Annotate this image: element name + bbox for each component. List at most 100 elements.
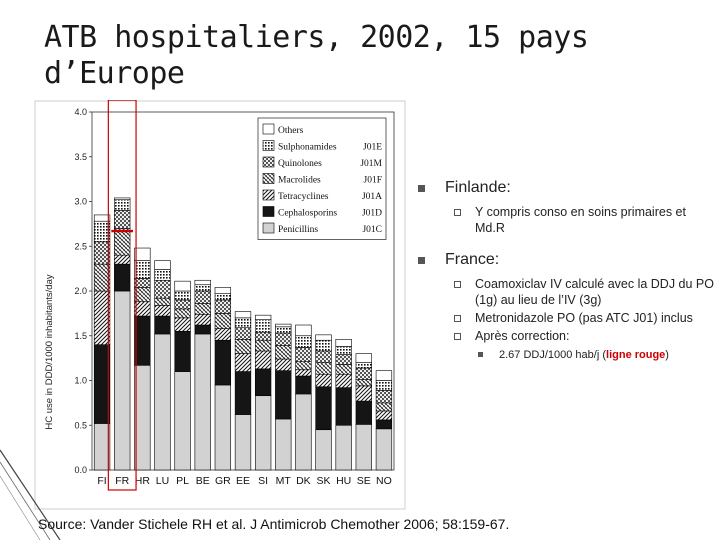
bar-segment-pen-hu <box>335 424 352 471</box>
bar-segment-tet-sk <box>315 373 332 388</box>
bar-segment-quin-hu <box>335 354 352 365</box>
bar-segment-ceph-se <box>355 400 372 425</box>
bar-segment-sulph-ee <box>234 317 252 328</box>
bar-segment-pen-sk <box>315 429 332 471</box>
bar-segment-tet-hr <box>134 301 151 317</box>
france-detail-text: 2.67 DDJ/1000 hab/j (ligne rouge) <box>499 348 669 362</box>
legend-swatch <box>262 123 275 135</box>
bar-segment-pen-si <box>254 395 272 471</box>
bar-segment-mac-se <box>355 379 372 387</box>
legend-swatch <box>262 189 275 201</box>
bar-segment-pen-be <box>194 333 211 471</box>
y-tick-label: 2.5 <box>74 241 87 251</box>
x-tick-label: MT <box>276 475 292 487</box>
bar-segment-quin-se <box>355 367 372 380</box>
bar-segment-pen-hr <box>134 364 151 471</box>
x-tick-label: BE <box>196 475 210 487</box>
y-tick-label: 0.0 <box>74 465 87 475</box>
bar-segment-sulph-sk <box>315 339 332 352</box>
bar-segment-sulph-dk <box>295 335 312 348</box>
bar-segment-ceph-gr <box>214 339 232 386</box>
y-tick-label: 3.0 <box>74 197 87 207</box>
bar-segment-pen-gr <box>214 384 232 471</box>
bar-segment-oth-be <box>194 279 211 286</box>
bar-segment-sulph-pl <box>174 290 191 301</box>
bullet-finland-sub: Y compris conso en soins primaires et Md… <box>454 204 714 236</box>
legend-series-name: Others <box>278 126 304 136</box>
hollow-square-bullet-icon <box>454 333 461 340</box>
x-tick-label: PL <box>176 475 189 487</box>
bar-segment-mac-sk <box>315 362 332 375</box>
legend-swatch <box>262 206 275 217</box>
bar-segment-tet-hu <box>335 373 352 388</box>
square-bullet-icon <box>418 185 425 192</box>
legend-series-name: Macrolides <box>278 176 321 186</box>
bar-segment-oth-mt <box>275 323 292 328</box>
x-tick-label: HU <box>336 475 351 487</box>
finland-label: Finlande: <box>445 179 511 196</box>
bar-segment-oth-hu <box>335 339 352 347</box>
y-axis-label: HC use in DDD/1000 inhabitants/day <box>44 274 55 430</box>
y-tick-label: 2.0 <box>74 286 87 296</box>
bar-segment-sulph-hu <box>335 346 352 355</box>
bar-segment-quin-ee <box>234 327 252 340</box>
bar-segment-mac-hu <box>335 364 352 375</box>
bar-segment-ceph-hr <box>134 315 151 366</box>
source-citation: Source: Vander Stichele RH et al. J Anti… <box>38 516 510 532</box>
x-tick-label: GR <box>215 475 231 487</box>
bar-segment-quin-si <box>254 331 272 341</box>
bar-segment-oth-gr <box>214 287 232 294</box>
france-detail-post: ) <box>665 349 669 361</box>
bar-segment-sulph-be <box>194 284 211 292</box>
bar-segment-mac-be <box>194 303 211 315</box>
bar-segment-sulph-si <box>254 319 272 333</box>
bar-segment-pen-se <box>355 424 372 471</box>
bar-segment-sulph-se <box>355 362 372 369</box>
legend-swatch <box>262 140 275 151</box>
x-tick-label: SI <box>258 475 268 487</box>
bar-segment-ceph-no <box>375 419 393 430</box>
legend-series-name: Tetracyclines <box>278 192 329 202</box>
legend-series-name: Cephalosporins <box>278 209 337 219</box>
bar-segment-sulph-fr <box>114 199 131 211</box>
bar-segment-ceph-pl <box>174 330 191 372</box>
bar-segment-quin-pl <box>174 299 191 310</box>
bar-segment-tet-dk <box>295 369 312 377</box>
x-tick-label: SK <box>317 475 331 487</box>
legend-swatch <box>262 222 275 234</box>
bar-segment-ceph-si <box>254 368 272 397</box>
bar-segment-mac-mt <box>275 345 292 360</box>
legend-series-name: Penicillins <box>278 225 318 235</box>
bar-segment-oth-ee <box>234 311 252 319</box>
x-tick-label: DK <box>296 475 311 487</box>
legend-atc-code: J01A <box>362 192 382 202</box>
bar-segment-mac-fi <box>93 263 111 292</box>
bar-segment-quin-sk <box>315 350 332 363</box>
x-tick-label: SE <box>357 475 371 487</box>
y-tick-label: 1.0 <box>74 376 87 386</box>
bar-segment-pen-fr <box>114 290 131 471</box>
bar-segment-sulph-mt <box>275 326 292 334</box>
bullet-france-sub-1: Coamoxiclav IV calculé avec la DDJ du PO… <box>454 276 714 308</box>
bar-segment-tet-lu <box>154 305 171 317</box>
bar-segment-oth-sk <box>315 334 332 341</box>
bar-segment-quin-hr <box>134 278 151 288</box>
bar-segment-mac-fr <box>114 228 131 256</box>
bar-segment-quin-be <box>194 290 211 304</box>
bar-segment-tet-si <box>254 350 272 370</box>
france-highlight-box <box>107 100 137 491</box>
y-tick-label: 1.5 <box>74 331 87 341</box>
bar-segment-quin-no <box>375 390 393 404</box>
bar-segment-mac-si <box>254 339 272 352</box>
y-tick-label: 0.5 <box>74 420 87 430</box>
bar-segment-tet-fr <box>114 254 131 265</box>
x-tick-label: HR <box>135 475 151 487</box>
france-sub-2-text: Metronidazole PO (pas ATC J01) inclus <box>475 311 693 325</box>
bar-segment-mac-no <box>375 402 393 412</box>
bullet-france-sub-2: Metronidazole PO (pas ATC J01) inclus <box>454 310 714 326</box>
bar-segment-sulph-gr <box>214 293 232 301</box>
legend-atc-code: J01E <box>363 143 382 153</box>
france-sub-3-text: Après correction: <box>475 329 570 343</box>
bar-segment-quin-lu <box>154 279 171 299</box>
bar-segment-pen-lu <box>154 333 171 471</box>
